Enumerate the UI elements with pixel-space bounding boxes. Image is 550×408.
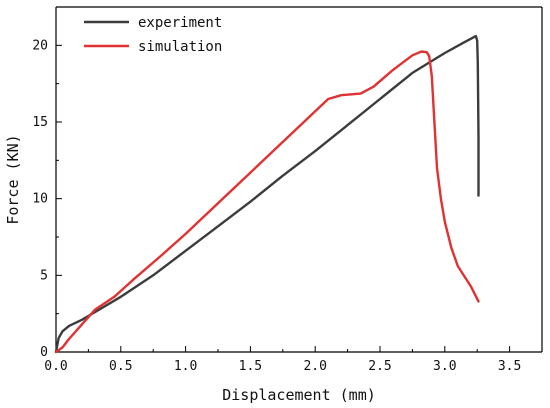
y-tick-label: 20	[32, 38, 48, 53]
x-tick-label: 1.0	[174, 359, 197, 374]
x-tick-label: 2.5	[368, 359, 391, 374]
x-tick-label: 1.5	[239, 359, 262, 374]
x-tick-label: 0.5	[109, 359, 132, 374]
y-tick-label: 10	[32, 192, 48, 207]
y-tick-label: 0	[40, 345, 48, 360]
legend-label-experiment: experiment	[138, 15, 222, 31]
x-axis-label: Displacement (mm)	[222, 386, 376, 404]
series-line-simulation	[54, 50, 480, 354]
x-tick-label: 3.0	[433, 359, 456, 374]
x-tick-label: 0.0	[44, 359, 67, 374]
legend-label-simulation: simulation	[138, 39, 222, 55]
legend: experiment simulation	[84, 15, 222, 55]
series-group	[54, 34, 480, 354]
y-tick-label: 15	[32, 115, 48, 130]
series-line-experiment	[54, 34, 480, 354]
y-tick-label: 5	[40, 268, 48, 283]
y-ticks: 0 5 10 15 20	[32, 38, 62, 360]
x-tick-label: 3.5	[498, 359, 521, 374]
axes	[55, 6, 543, 353]
y-axis-label: Force (KN)	[4, 134, 22, 224]
x-tick-label: 2.0	[303, 359, 326, 374]
x-ticks: 0.0 0.5 1.0 1.5 2.0 2.5 3.0 3.5	[44, 346, 521, 374]
